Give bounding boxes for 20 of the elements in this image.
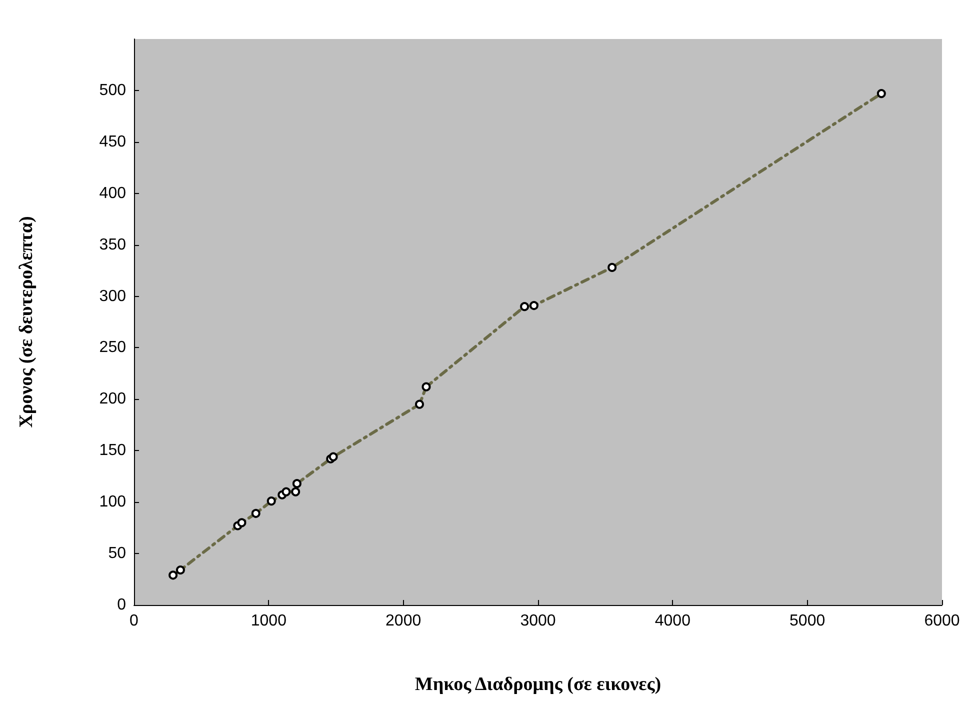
x-tick-label: 2000	[386, 612, 422, 630]
y-tick-label: 100	[99, 494, 126, 511]
x-tick-label: 4000	[654, 612, 691, 630]
y-tick-label: 500	[99, 82, 126, 99]
x-tick-label: 3000	[520, 612, 556, 630]
y-tick-label: 350	[99, 236, 126, 254]
y-tick-label: 150	[99, 442, 126, 460]
y-tick-label: 400	[99, 184, 126, 202]
x-tick-label: 6000	[924, 612, 960, 630]
y-tick-label: 200	[99, 390, 126, 408]
x-tick-label: 0	[130, 612, 139, 630]
y-tick-label: 300	[99, 288, 126, 305]
y-tick-label: 50	[108, 545, 126, 562]
y-axis-title: Χρονος (σε δευτερολεπτα)	[16, 216, 37, 428]
x-tick-label: 1000	[250, 612, 287, 630]
x-axis-title: Μηκος Διαδρομης (σε εικονες)	[414, 674, 662, 695]
y-tick-label: 450	[99, 133, 126, 150]
y-tick-label: 250	[99, 339, 126, 356]
y-tick-label: 0	[117, 596, 126, 614]
x-tick-label: 5000	[790, 612, 826, 630]
